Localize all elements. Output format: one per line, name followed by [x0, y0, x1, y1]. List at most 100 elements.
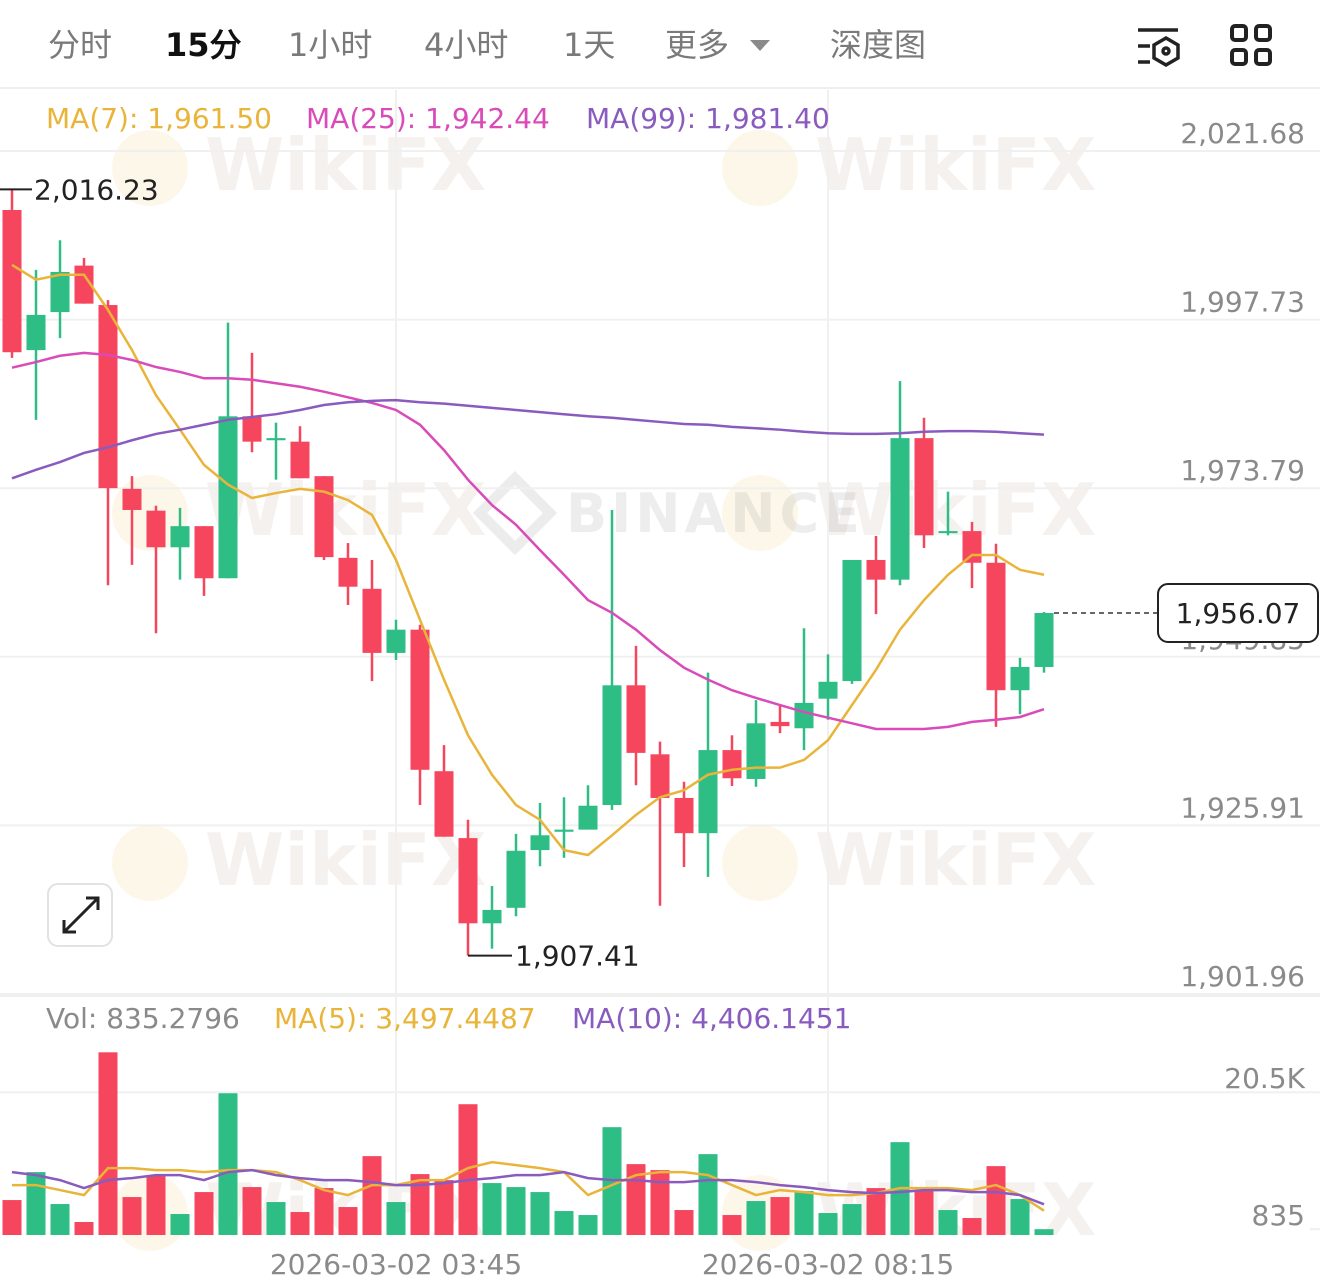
volume-bar: [506, 1187, 526, 1235]
candle-body: [626, 685, 646, 753]
ma-legend: MA(99): 1,981.40: [586, 102, 830, 135]
volume-bar: [386, 1202, 406, 1235]
tab[interactable]: 15分: [165, 26, 242, 64]
volume-bar: [362, 1156, 382, 1235]
volume-bar: [50, 1204, 70, 1235]
x-tick-label: 2026-03-02 08:15: [702, 1248, 954, 1281]
volume-legend: Vol: 835.2796: [46, 1002, 240, 1035]
volume-bar: [866, 1188, 886, 1235]
volume-bar: [746, 1201, 766, 1235]
volume-bar: [266, 1202, 286, 1235]
volume-bar: [938, 1210, 958, 1235]
candle-body: [458, 838, 478, 924]
settings-icon[interactable]: [1138, 28, 1180, 68]
volume-bar: [818, 1213, 838, 1235]
volume-bar: [242, 1187, 262, 1235]
candle-body: [290, 441, 310, 479]
volume-bar: [554, 1211, 574, 1235]
x-tick-label: 2026-03-02 03:45: [270, 1248, 522, 1281]
layout-icon[interactable]: [1230, 24, 1272, 66]
candle-body: [482, 909, 502, 924]
candle-body: [962, 531, 982, 563]
y-tick-label: 835: [1252, 1199, 1305, 1232]
candle-body: [2, 209, 22, 353]
candle-body: [362, 588, 382, 653]
watermark-logo: [722, 130, 798, 206]
volume-bar: [122, 1197, 142, 1235]
volume-bar: [698, 1154, 718, 1235]
tab[interactable]: 4小时: [424, 26, 508, 64]
ma-legend: MA(25): 1,942.44: [306, 102, 550, 135]
current-price-label: 1,956.07: [1176, 597, 1301, 630]
candle-body: [890, 438, 910, 580]
volume-bar: [2, 1200, 22, 1235]
volume-bar: [434, 1180, 454, 1235]
volume-bar: [722, 1215, 742, 1235]
current-price-box: [1157, 582, 1319, 643]
more-caret[interactable]: [750, 40, 770, 51]
volume-bar: [674, 1210, 694, 1235]
volume-bar: [986, 1166, 1006, 1235]
volume-bar: [650, 1170, 670, 1235]
volume-bar: [314, 1188, 334, 1235]
candle-body: [386, 629, 406, 653]
y-tick-label: 1,997.73: [1180, 286, 1305, 319]
volume-bar: [74, 1222, 94, 1235]
watermark-text: WikiFX: [205, 123, 486, 207]
candle-body: [914, 438, 934, 536]
watermark-logo: [722, 475, 798, 551]
volume-bar: [1034, 1229, 1054, 1235]
volume-bar: [1010, 1199, 1030, 1235]
tab[interactable]: 深度图: [830, 26, 926, 64]
ma-line: [11, 263, 1045, 857]
y-tick-label: 2,021.68: [1180, 117, 1305, 150]
watermark-text: WikiFX: [205, 468, 486, 552]
max-marker-label: 2,016.23: [34, 173, 159, 206]
tab[interactable]: 1小时: [288, 26, 372, 64]
candle-body: [794, 702, 814, 729]
watermark-text: WikiFX: [815, 818, 1096, 902]
tab[interactable]: 更多: [665, 26, 729, 64]
volume-bar: [170, 1214, 190, 1235]
volume-bar: [482, 1183, 502, 1235]
candle-body: [314, 476, 334, 558]
candle-body: [938, 531, 958, 534]
volume-bar: [410, 1174, 430, 1235]
candle-body: [170, 526, 190, 548]
volume-bar: [842, 1204, 862, 1235]
candle-body: [698, 750, 718, 834]
candle-body: [26, 314, 46, 351]
volume-bar: [458, 1104, 478, 1235]
candle-body: [818, 681, 838, 699]
volume-bar: [914, 1190, 934, 1235]
y-tick-label: 1,925.91: [1180, 791, 1305, 824]
candle-body: [986, 562, 1006, 691]
volume-bar: [794, 1191, 814, 1235]
volume-bar: [626, 1164, 646, 1235]
volume-bar: [338, 1207, 358, 1235]
tab[interactable]: 分时: [48, 26, 112, 64]
candle-body: [98, 305, 118, 489]
expand-button[interactable]: [47, 883, 113, 947]
candle-body: [674, 797, 694, 834]
candle-body: [242, 416, 262, 442]
tab[interactable]: 1天: [563, 26, 615, 64]
volume-bar: [146, 1175, 166, 1235]
y-tick-label: 1,973.79: [1180, 454, 1305, 487]
candle-body: [218, 416, 238, 579]
watermark-text: WikiFX: [815, 468, 1096, 552]
watermark-logo: [722, 825, 798, 901]
volume-bar: [530, 1192, 550, 1235]
volume-ma-line: [11, 1168, 1045, 1206]
watermark-logo: [472, 470, 558, 556]
volume-bar: [290, 1212, 310, 1235]
volume-bar: [26, 1172, 46, 1235]
y-tick-label: 1,901.96: [1180, 960, 1305, 993]
volume-bar: [98, 1052, 118, 1235]
ma-legend: MA(7): 1,961.50: [46, 102, 272, 135]
candle-body: [506, 850, 526, 908]
candle-body: [1010, 666, 1030, 691]
candle-body: [194, 526, 214, 579]
